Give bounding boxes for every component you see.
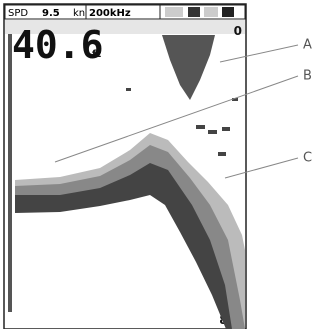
scale-top: 0 — [234, 24, 242, 38]
callout-label: C — [303, 151, 312, 166]
frequency: 200kHz — [89, 8, 131, 19]
figure: SPD 9.5 kn 200kHz 40.6 ft 0 80 A B C — [0, 0, 314, 329]
callout-label: A — [303, 38, 312, 53]
side-bar — [8, 34, 12, 312]
speed-value: 9.5 — [42, 8, 60, 19]
speed-unit: kn — [73, 8, 85, 19]
page: SPD 9.5 kn 200kHz 40.6 ft 0 80 A B C (()… — [0, 0, 320, 329]
callout-label: B — [303, 69, 312, 84]
depth-unit: ft — [92, 49, 101, 60]
depth-value: 40.6 — [12, 23, 104, 67]
status-icons — [165, 7, 234, 17]
speed-label: SPD — [8, 8, 28, 19]
